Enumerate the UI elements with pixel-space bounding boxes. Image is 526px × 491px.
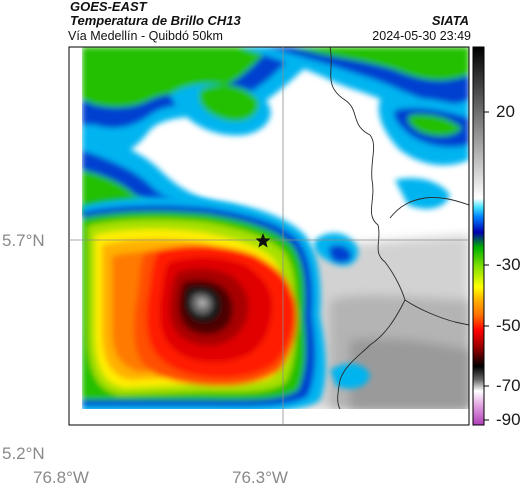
- colorbar-tick-label: -90: [496, 410, 521, 429]
- border-lines: [329, 47, 469, 409]
- colorbar-ticks: [484, 111, 489, 421]
- satellite-title: GOES-EAST: [70, 0, 147, 14]
- latitude-label: 5.2°N: [2, 444, 45, 463]
- colorbar-tick-label: -50: [496, 316, 521, 335]
- latitude-label: 5.7°N: [2, 231, 45, 250]
- longitude-label: 76.8°W: [33, 468, 89, 487]
- colorbar-scale: [472, 46, 485, 426]
- star-icon: [255, 233, 271, 248]
- longitude-label: 76.3°W: [232, 468, 288, 487]
- map-frame: [68, 46, 470, 426]
- colorbar: [472, 46, 489, 426]
- subtitle: Vía Medellín - Quibdó 50km: [68, 29, 223, 43]
- organization-label: SIATA: [431, 13, 469, 28]
- product-title: Temperatura de Brillo CH13: [70, 13, 241, 28]
- datetime-label: 2024-05-30 23:49: [372, 29, 471, 43]
- colorbar-tick-label: -70: [496, 376, 521, 395]
- colorbar-tick-label: -30: [496, 255, 521, 274]
- imagery-layer: [82, 47, 469, 409]
- colorbar-tick-label: 20: [496, 102, 515, 121]
